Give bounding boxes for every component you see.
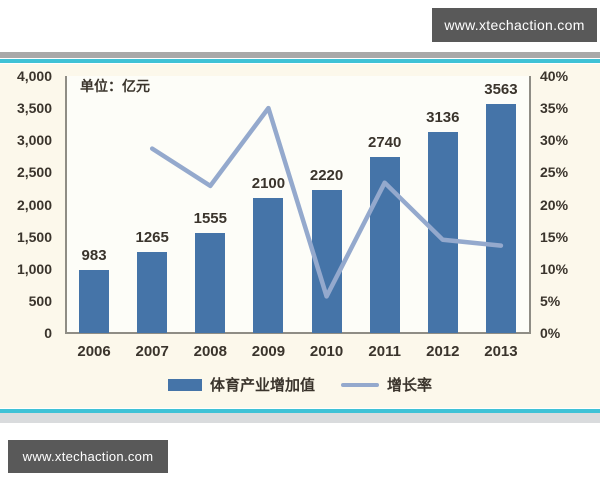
bar-value-label: 3563	[484, 81, 518, 99]
right-tick: 30%	[540, 132, 569, 149]
combo-chart: 单位：亿元 4,000 3,500 3,000 2,500 2,000 1,500 1,00…	[0, 64, 600, 408]
x-label-2013: 2013	[484, 343, 518, 360]
bar-value-label: 2220	[309, 167, 344, 185]
legend-label: 增长率	[387, 377, 433, 394]
left-tick: 1,000	[16, 260, 52, 277]
x-label-2009: 2009	[251, 343, 286, 360]
right-tick: 20%	[540, 196, 569, 213]
bar-2009	[253, 198, 284, 333]
bar-2012	[427, 131, 458, 333]
bar-2013	[485, 104, 516, 333]
right-axis-line	[529, 76, 531, 333]
left-tick: 500	[28, 292, 52, 309]
x-label-2008: 2008	[193, 343, 227, 360]
bottom-gray-strip	[0, 413, 600, 423]
right-tick: 15%	[540, 228, 569, 245]
right-tick: 25%	[540, 164, 569, 181]
legend-label: 体育产业增加值	[209, 377, 315, 394]
x-label-2006: 2006	[77, 343, 111, 360]
legend: 体育产业增加值 增长率	[0, 374, 600, 395]
bar-2007	[137, 251, 168, 333]
unit-label: 单位：亿元	[80, 78, 150, 94]
legend-item: 增长率	[341, 374, 432, 395]
watermark-top-text: www.xtechaction.com	[444, 17, 585, 33]
x-label-2007: 2007	[135, 343, 169, 360]
right-tick: 35%	[540, 100, 569, 117]
watermark-bottom: www.xtechaction.com	[8, 440, 168, 473]
right-tick: 40%	[540, 68, 569, 84]
x-label-2012: 2012	[426, 343, 460, 360]
left-tick: 2,000	[16, 196, 52, 213]
teal-border-bottom	[0, 409, 600, 413]
right-tick: 10%	[540, 260, 569, 277]
bar-value-label: 2100	[251, 175, 286, 193]
x-axis-line	[65, 332, 531, 334]
left-tick: 2,500	[16, 164, 52, 181]
bar-value-label: 983	[81, 246, 107, 264]
bar-value-label: 1555	[193, 210, 227, 228]
legend-line-swatch	[341, 382, 379, 387]
right-tick: 0%	[540, 325, 561, 341]
watermark-top: www.xtechaction.com	[432, 8, 597, 42]
bar-value-label: 2740	[368, 133, 402, 151]
legend-item: 体育产业增加值	[167, 374, 315, 395]
bar-2008	[195, 233, 226, 333]
left-tick: 0	[44, 325, 52, 341]
bar-value-label: 3136	[426, 108, 460, 126]
x-label-2011: 2011	[368, 343, 401, 360]
teal-border-top	[0, 59, 600, 63]
bar-value-label: 1265	[135, 228, 169, 246]
legend-bar-swatch	[167, 378, 202, 391]
left-tick: 4,000	[16, 68, 52, 84]
watermark-bottom-text: www.xtechaction.com	[22, 449, 154, 464]
bar-2010	[311, 190, 342, 333]
left-tick: 3,500	[16, 100, 52, 117]
left-axis-line	[65, 76, 67, 333]
left-tick: 3,000	[16, 132, 52, 149]
right-tick: 5%	[540, 292, 561, 309]
top-gray-strip	[0, 52, 600, 58]
left-tick: 1,500	[16, 228, 52, 245]
bar-2006	[79, 269, 110, 333]
bar-2011	[369, 156, 400, 333]
x-label-2010: 2010	[309, 343, 344, 360]
